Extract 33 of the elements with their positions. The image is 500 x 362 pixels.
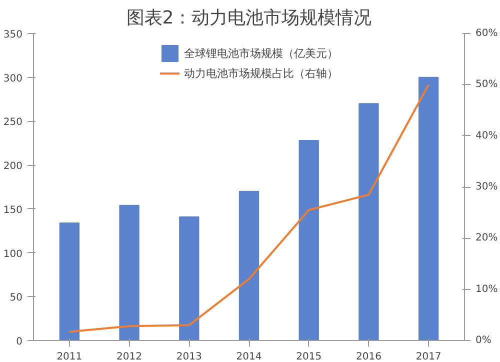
legend-label: 全球锂电池市场规模（亿美元） bbox=[184, 46, 338, 60]
x-tick-label: 2013 bbox=[176, 352, 202, 362]
bar bbox=[179, 216, 200, 340]
y2-tick-label: 20% bbox=[476, 232, 498, 244]
x-tick-label: 2015 bbox=[296, 352, 322, 362]
y-tick-label: 150 bbox=[3, 204, 23, 216]
y-tick-label: 100 bbox=[3, 248, 23, 260]
bar bbox=[298, 140, 319, 340]
y-tick-label: 250 bbox=[3, 117, 23, 128]
bar bbox=[418, 76, 439, 340]
y2-tick-label: 10% bbox=[476, 284, 498, 295]
bar bbox=[358, 103, 379, 340]
y-tick-label: 350 bbox=[3, 30, 23, 40]
y-tick-label: 200 bbox=[3, 161, 23, 172]
bar bbox=[119, 204, 140, 340]
legend-label: 动力电池市场规模占比（右轴） bbox=[184, 66, 338, 80]
x-tick-label: 2011 bbox=[56, 352, 82, 362]
y-tick-label: 300 bbox=[3, 73, 23, 84]
y-tick-label: 50 bbox=[10, 292, 23, 304]
x-tick-label: 2012 bbox=[116, 352, 142, 362]
bar bbox=[238, 190, 260, 340]
line-series bbox=[68, 84, 430, 333]
bar bbox=[59, 222, 80, 340]
y2-tick-label: 50% bbox=[476, 79, 498, 90]
x-tick-label: 2014 bbox=[236, 352, 262, 362]
y2-tick-label: 40% bbox=[476, 130, 498, 142]
x-tick-label: 2016 bbox=[356, 352, 382, 362]
x-tick-label: 2017 bbox=[416, 352, 442, 362]
chart-title: 图表2：动力电池市场规模情况 bbox=[126, 8, 372, 28]
y2-tick-label: 30% bbox=[476, 182, 498, 192]
y-tick-label: 0 bbox=[16, 336, 23, 348]
y2-tick-label: 60% bbox=[476, 28, 498, 39]
y2-tick-label: 0% bbox=[476, 335, 492, 346]
